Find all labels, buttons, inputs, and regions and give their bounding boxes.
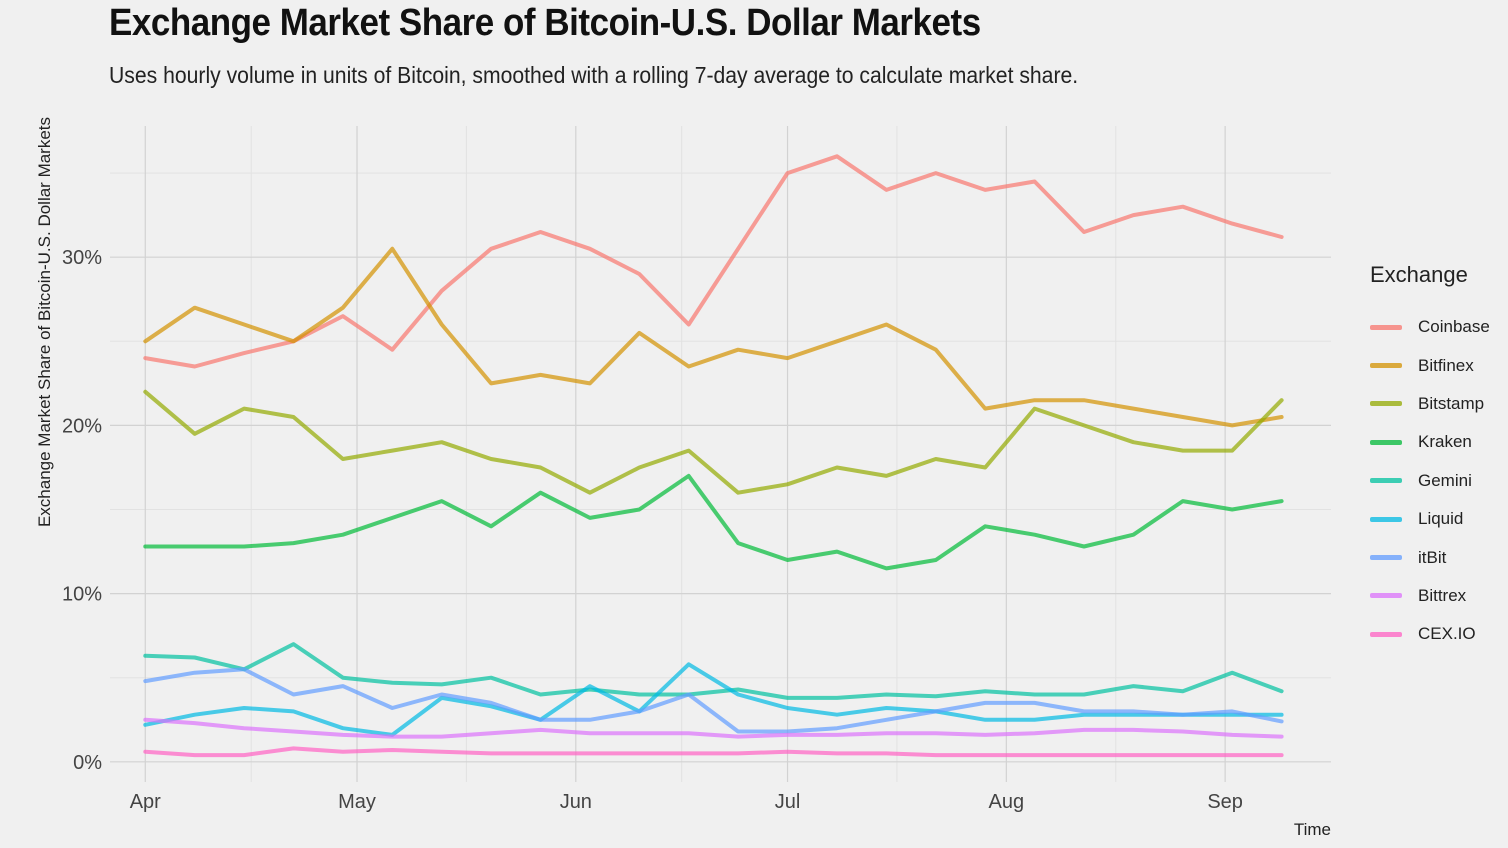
legend-swatch bbox=[1370, 593, 1402, 599]
series-line-coinbase bbox=[143, 154, 1284, 369]
x-tick-labels: Apr May Jun Jul Aug Sep bbox=[130, 791, 1243, 813]
legend-item: Kraken bbox=[1370, 423, 1502, 461]
legend-item: CEX.IO bbox=[1370, 615, 1502, 653]
legend-item: Liquid bbox=[1370, 500, 1502, 538]
series-line-liquid bbox=[143, 662, 1284, 737]
legend-swatch bbox=[1370, 478, 1402, 484]
y-axis-title: Exchange Market Share of Bitcoin-U.S. Do… bbox=[35, 117, 54, 527]
legend-item: Bitstamp bbox=[1370, 385, 1502, 423]
legend-swatch bbox=[1370, 516, 1402, 522]
series-line-itbit bbox=[143, 667, 1284, 734]
legend-label: Bittrex bbox=[1418, 585, 1467, 605]
x-axis-title: Time bbox=[1294, 820, 1331, 839]
minor-gridlines bbox=[110, 126, 1331, 782]
x-tick-label: Jun bbox=[560, 791, 592, 813]
chart-subtitle: Uses hourly volume in units of Bitcoin, … bbox=[109, 62, 1079, 88]
legend-swatch bbox=[1370, 363, 1402, 369]
chart-title: Exchange Market Share of Bitcoin-U.S. Do… bbox=[109, 2, 981, 44]
legend-item: Bitfinex bbox=[1370, 346, 1502, 384]
y-tick-label: 30% bbox=[62, 247, 102, 269]
legend-swatch bbox=[1370, 324, 1402, 330]
x-tick-label: May bbox=[338, 791, 376, 813]
legend-label: Bitstamp bbox=[1418, 393, 1485, 413]
y-tick-labels: 0% 10% 20% 30% bbox=[62, 247, 102, 774]
x-tick-label: Sep bbox=[1207, 791, 1243, 813]
legend-label: Gemini bbox=[1418, 470, 1472, 490]
series-line-bitfinex bbox=[143, 246, 1284, 428]
x-tick-label: Apr bbox=[130, 791, 161, 813]
legend-label: itBit bbox=[1418, 547, 1447, 567]
series-line-kraken bbox=[143, 473, 1284, 571]
major-gridlines bbox=[110, 126, 1331, 782]
x-tick-label: Aug bbox=[989, 791, 1025, 813]
y-tick-label: 0% bbox=[73, 752, 102, 774]
legend-label: Kraken bbox=[1418, 432, 1472, 452]
legend-items: Coinbase Bitfinex Bitstamp Kraken Gemini Liqu… bbox=[1370, 308, 1502, 654]
series-line-gemini bbox=[143, 642, 1284, 700]
legend-item: Bittrex bbox=[1370, 577, 1502, 615]
series-line-bittrex bbox=[143, 717, 1284, 739]
series-lines bbox=[143, 154, 1284, 758]
legend-label: Liquid bbox=[1418, 509, 1464, 529]
x-tick-label: Jul bbox=[775, 791, 801, 813]
legend-swatch bbox=[1370, 401, 1402, 407]
legend-label: CEX.IO bbox=[1418, 624, 1476, 644]
legend-swatch bbox=[1370, 439, 1402, 445]
legend-swatch bbox=[1370, 555, 1402, 561]
legend-item: Coinbase bbox=[1370, 308, 1502, 346]
y-tick-label: 10% bbox=[62, 584, 102, 606]
y-tick-label: 20% bbox=[62, 415, 102, 437]
legend-title: Exchange bbox=[1370, 262, 1468, 287]
legend-label: Bitfinex bbox=[1418, 355, 1474, 375]
legend-item: Gemini bbox=[1370, 462, 1502, 500]
legend: Exchange Coinbase Bitfinex Bitstamp Kraken G… bbox=[1370, 262, 1502, 654]
series-line-cex-io bbox=[143, 746, 1284, 758]
series-line-bitstamp bbox=[143, 389, 1284, 495]
legend-item: itBit bbox=[1370, 538, 1502, 576]
legend-swatch bbox=[1370, 631, 1402, 637]
legend-label: Coinbase bbox=[1418, 317, 1490, 337]
